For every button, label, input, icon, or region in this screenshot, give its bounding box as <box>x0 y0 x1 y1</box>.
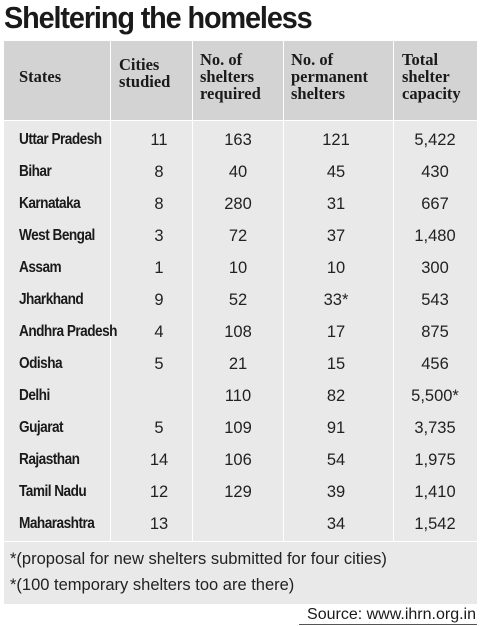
cell-cities: 1 <box>154 259 164 277</box>
col-header-total-capacity: Total shelter capacity <box>402 50 461 103</box>
col-header-cities-studied: Cities studied <box>119 55 171 91</box>
cell-cities: 5 <box>154 419 164 437</box>
state-name: Bihar <box>19 163 52 180</box>
cell-required: 21 <box>228 355 248 373</box>
state-name: Gujarat <box>19 419 64 436</box>
cell-required: 163 <box>224 131 252 149</box>
cell-cities: 11 <box>150 131 168 149</box>
column-divider <box>393 41 394 541</box>
column-divider <box>192 41 193 541</box>
cell-capacity: 456 <box>421 355 449 373</box>
footnote-divider <box>4 541 477 542</box>
cell-permanent: 54 <box>326 451 346 469</box>
cell-cities: 3 <box>154 227 164 245</box>
column-divider <box>110 41 111 541</box>
source-credit: Source: www.ihrn.org.in <box>307 606 476 623</box>
state-name: Karnataka <box>19 195 81 212</box>
table-row: Odisha 5 21 15 456 <box>4 348 477 380</box>
cell-capacity: 1,542 <box>414 515 456 533</box>
table-row: Rajasthan 14 106 54 1,975 <box>4 444 477 476</box>
cell-capacity: 300 <box>421 259 449 277</box>
cell-permanent: 17 <box>326 323 346 341</box>
cell-required: 110 <box>224 387 252 405</box>
table-row: Assam 1 10 10 300 <box>4 252 477 284</box>
cell-capacity: 667 <box>421 195 449 213</box>
state-name: West Bengal <box>19 227 95 244</box>
cell-permanent: 39 <box>326 483 346 501</box>
cell-capacity: 5,500* <box>411 387 459 405</box>
cell-cities: 14 <box>149 451 169 469</box>
cell-permanent: 31 <box>326 195 346 213</box>
cell-required: 280 <box>224 195 252 213</box>
state-name: Andhra Pradesh <box>19 323 117 340</box>
table-row: Tamil Nadu 12 129 39 1,410 <box>4 476 477 508</box>
cell-capacity: 3,735 <box>414 419 456 437</box>
cell-capacity: 543 <box>421 291 449 309</box>
cell-required: 10 <box>228 259 248 277</box>
cell-permanent: 91 <box>326 419 346 437</box>
cell-capacity: 875 <box>421 323 449 341</box>
state-name: Uttar Pradesh <box>19 131 102 148</box>
cell-capacity: 5,422 <box>414 131 456 149</box>
cell-required <box>188 508 288 540</box>
table-header-band <box>4 41 477 120</box>
table-row: Uttar Pradesh 11 163 121 5,422 <box>4 124 477 156</box>
state-name: Maharashtra <box>19 515 95 532</box>
table-row: Jharkhand 9 52 33* 543 <box>4 284 477 316</box>
state-name: Assam <box>19 259 62 276</box>
cell-capacity: 430 <box>421 163 449 181</box>
cell-required: 109 <box>224 419 252 437</box>
cell-cities: 8 <box>154 163 164 181</box>
page-title: Sheltering the homeless <box>4 0 313 35</box>
cell-cities: 5 <box>154 355 164 373</box>
cell-cities: 8 <box>154 195 164 213</box>
state-name: Delhi <box>19 387 50 404</box>
cell-permanent: 82 <box>326 387 346 405</box>
cell-required: 52 <box>228 291 248 309</box>
cell-permanent: 37 <box>326 227 346 245</box>
cell-permanent: 34 <box>326 515 346 533</box>
table-row: West Bengal 3 72 37 1,480 <box>4 220 477 252</box>
header-divider <box>4 120 477 121</box>
source-underline <box>299 624 477 625</box>
cell-required: 129 <box>224 483 252 501</box>
state-name: Tamil Nadu <box>19 483 87 500</box>
table-panel <box>4 41 477 604</box>
state-name: Odisha <box>19 355 63 372</box>
cell-required: 72 <box>228 227 248 245</box>
col-header-shelters-required: No. of shelters required <box>200 50 261 103</box>
cell-permanent: 10 <box>326 259 346 277</box>
footnote: *(100 temporary shelters too are there) <box>10 576 295 594</box>
cell-permanent: 33* <box>323 291 349 309</box>
column-divider <box>283 41 284 541</box>
cell-capacity: 1,975 <box>414 451 456 469</box>
footnote: *(proposal for new shelters submitted fo… <box>10 550 387 568</box>
cell-permanent: 15 <box>326 355 346 373</box>
state-name: Jharkhand <box>19 291 84 308</box>
cell-cities: 9 <box>154 291 164 309</box>
cell-permanent: 121 <box>322 131 350 149</box>
table-row: Maharashtra 13 34 1,542 <box>4 508 477 540</box>
table-row: Delhi 110 82 5,500* <box>4 380 477 412</box>
cell-capacity: 1,480 <box>414 227 456 245</box>
state-name: Rajasthan <box>19 451 80 468</box>
cell-cities: 4 <box>154 323 164 341</box>
table-row: Gujarat 5 109 91 3,735 <box>4 412 477 444</box>
cell-cities: 13 <box>149 515 169 533</box>
cell-capacity: 1,410 <box>414 483 456 501</box>
cell-required: 108 <box>224 323 252 341</box>
cell-required: 40 <box>228 163 248 181</box>
table-row: Karnataka 8 280 31 667 <box>4 188 477 220</box>
cell-required: 106 <box>224 451 252 469</box>
col-header-permanent-shelters: No. of permanent shelters <box>291 50 368 103</box>
cell-permanent: 45 <box>326 163 346 181</box>
table-row: Andhra Pradesh 4 108 17 875 <box>4 316 477 348</box>
col-header-states: States <box>19 67 62 86</box>
cell-cities: 12 <box>149 483 169 501</box>
table-row: Bihar 8 40 45 430 <box>4 156 477 188</box>
